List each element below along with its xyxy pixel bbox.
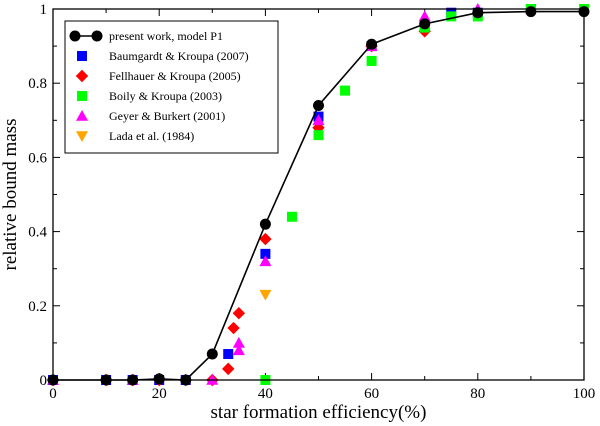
data-point: [419, 18, 431, 30]
legend-item: Boily & Kroupa (2003): [77, 89, 222, 103]
legend-item: Geyer & Burkert (2001): [76, 109, 225, 123]
legend-marker: [69, 30, 81, 42]
x-tick-label: 40: [258, 386, 273, 402]
data-point: [222, 362, 235, 376]
data-point: [366, 38, 378, 50]
data-point: [260, 248, 271, 259]
legend-label: Baumgardt & Kroupa (2007): [109, 49, 249, 63]
data-point: [259, 255, 272, 267]
y-tick-label: 0: [40, 373, 48, 389]
data-point: [446, 11, 457, 22]
legend-marker: [76, 110, 88, 121]
y-tick-label: 0.2: [28, 299, 47, 315]
data-point: [232, 336, 245, 348]
data-point: [227, 321, 240, 335]
y-tick-label: 0.8: [28, 76, 47, 92]
x-axis-label: star formation efficiency(%): [211, 402, 427, 423]
data-point: [223, 349, 234, 360]
legend-label: Lada et al. (1984): [109, 129, 194, 143]
legend: present work, model P1 Baumgardt & Kroupa…: [64, 20, 279, 154]
data-point: [366, 55, 377, 66]
data-point: [472, 7, 484, 19]
legend-marker: [76, 131, 88, 142]
legend-label: Geyer & Burkert (2001): [109, 109, 225, 123]
data-point: [313, 99, 324, 111]
x-tick-label: 20: [152, 386, 167, 402]
data-point: [232, 344, 245, 356]
data-point: [259, 289, 272, 301]
legend-item: Lada et al. (1984): [76, 129, 194, 143]
x-tick-label: 60: [364, 386, 379, 402]
legend-marker: [75, 69, 89, 83]
legend-label: Boily & Kroupa (2003): [109, 89, 222, 103]
y-axis-label: relative bound mass: [0, 119, 21, 271]
data-point: [153, 373, 165, 385]
data-point: [525, 6, 537, 18]
legend-item: present work, model P1: [69, 29, 223, 43]
data-point: [313, 130, 324, 141]
legend-marker: [77, 51, 87, 61]
legend-label: Fellhauer & Kroupa (2005): [109, 69, 241, 83]
y-tick-label: 0.6: [28, 150, 47, 166]
data-point: [312, 114, 325, 126]
series-5: [259, 289, 272, 301]
legend-marker: [77, 91, 87, 101]
data-point: [286, 211, 297, 222]
legend-item: Fellhauer & Kroupa (2005): [75, 69, 241, 83]
legend-label: present work, model P1: [109, 29, 223, 43]
legend-box: [64, 20, 279, 154]
x-tick-label: 80: [470, 386, 485, 402]
x-tick-label: 100: [573, 386, 596, 402]
y-tick-label: 1: [40, 2, 48, 18]
plot-frame: [52, 8, 585, 381]
data-point: [259, 218, 271, 230]
data-point: [418, 10, 431, 22]
data-point: [232, 307, 246, 320]
x-tick-label: 0: [49, 386, 57, 402]
data-point: [340, 85, 351, 96]
series-3: [260, 4, 589, 385]
data-point: [259, 232, 272, 246]
legend-item: Baumgardt & Kroupa (2007): [77, 49, 249, 63]
data-point: [206, 348, 218, 360]
legend-marker: [91, 30, 103, 42]
y-tick-label: 0.4: [28, 225, 47, 241]
